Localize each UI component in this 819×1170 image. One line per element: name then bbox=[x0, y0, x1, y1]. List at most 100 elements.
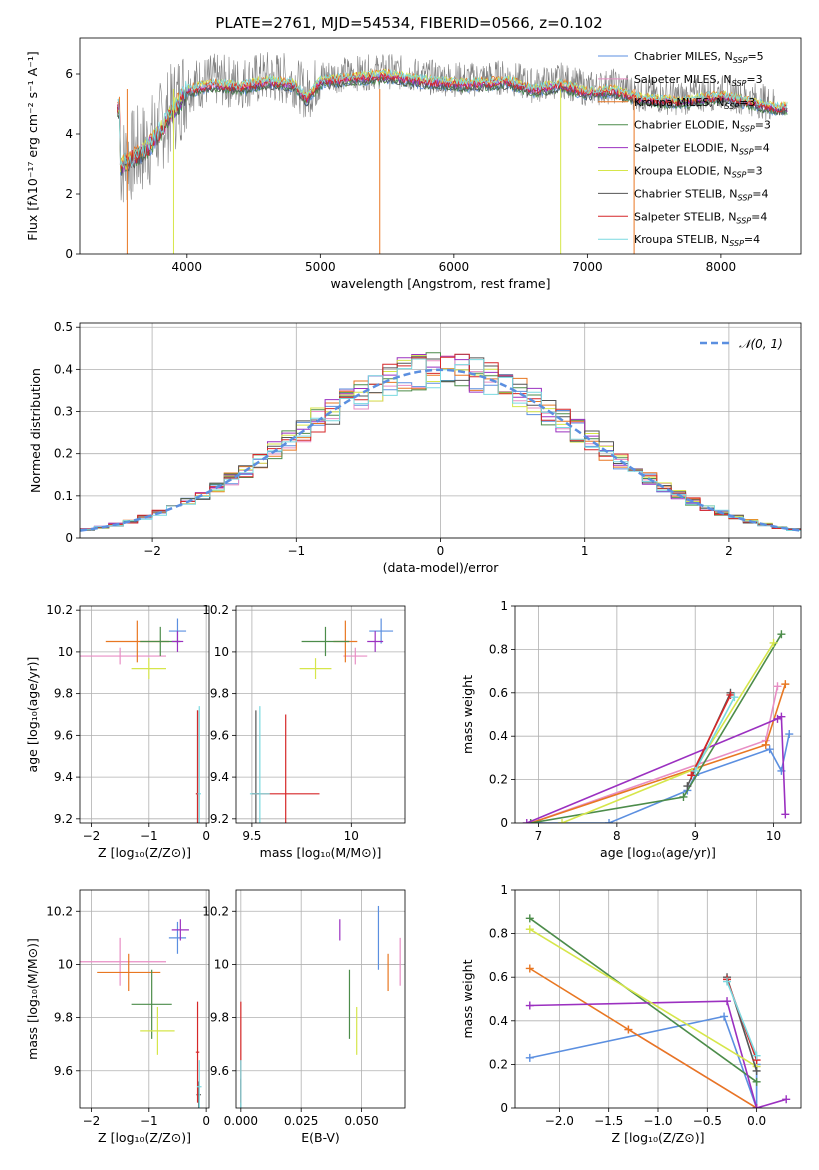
legend-label-sub: SSP bbox=[739, 148, 754, 157]
legend-label-eq: =3 bbox=[755, 119, 771, 132]
y-tick-label: 0 bbox=[500, 816, 508, 830]
weight-series bbox=[529, 1000, 787, 1108]
x-tick-label: 0 bbox=[202, 829, 210, 843]
weight-marker bbox=[730, 693, 739, 702]
legend-label: 𝒩(0, 1) bbox=[739, 337, 783, 351]
weight-marker bbox=[765, 745, 774, 754]
legend-label-sub: SSP bbox=[724, 102, 739, 111]
chart-spectrum: 4000 5000 6000 7000 8000 0 2 4 6 PLATE=2761, MJD=… bbox=[25, 14, 802, 291]
weight-marker bbox=[687, 771, 696, 780]
axes-frame bbox=[79, 37, 802, 255]
legend-label: Salpeter STELIB, NSSP=4 bbox=[634, 210, 767, 225]
weight-marker bbox=[777, 712, 786, 721]
y-axis-label: mass weight bbox=[460, 675, 475, 754]
y-axis-label: mass [log₁₀(M/M⊙)] bbox=[25, 938, 40, 1060]
legend-label-text: Kroupa ELODIE, N bbox=[634, 165, 732, 178]
y-tick-label: 4 bbox=[65, 127, 73, 141]
x-tick-label: 4000 bbox=[172, 260, 203, 274]
weight-marker bbox=[624, 1025, 633, 1034]
weight-marker bbox=[723, 997, 732, 1006]
legend-label: Chabrier ELODIE, NSSP=3 bbox=[634, 119, 771, 134]
y-tick-label: 9.6 bbox=[210, 728, 229, 742]
legend-label: Salpeter ELODIE, NSSP=4 bbox=[634, 142, 770, 157]
y-tick-label: 10 bbox=[214, 645, 229, 659]
x-tick-label: 10 bbox=[766, 829, 781, 843]
weight-marker bbox=[522, 819, 531, 823]
y-tick-label: 10.2 bbox=[46, 904, 73, 918]
plot-area bbox=[522, 630, 794, 823]
weight-marker bbox=[525, 925, 534, 934]
weight-series bbox=[694, 696, 736, 772]
legend-label-text: Chabrier STELIB, N bbox=[634, 187, 738, 200]
y-tick-label: 0.2 bbox=[489, 773, 508, 787]
weight-series bbox=[526, 715, 787, 823]
legend-label-sub: SSP bbox=[732, 171, 747, 180]
normal-curve bbox=[80, 368, 801, 532]
legend-label-eq: =4 bbox=[752, 187, 768, 200]
y-tick-label: 9.6 bbox=[210, 1064, 229, 1078]
weight-marker bbox=[752, 1066, 761, 1075]
legend-label-text: Salpeter STELIB, N bbox=[634, 210, 736, 223]
y-tick-label: 0.2 bbox=[489, 1057, 508, 1071]
axes-frame bbox=[79, 605, 210, 824]
x-tick-label: 7000 bbox=[572, 260, 603, 274]
axes-frame bbox=[235, 889, 406, 1109]
plot-area bbox=[80, 919, 202, 1108]
legend-label-text: Chabrier ELODIE, N bbox=[634, 119, 740, 132]
y-tick-label: 0.8 bbox=[489, 642, 508, 656]
weight-marker bbox=[781, 680, 790, 689]
x-axis-label: (data-model)/error bbox=[383, 560, 500, 575]
chart-title: PLATE=2761, MJD=54534, FIBERID=0566, z=0… bbox=[215, 14, 602, 32]
plot-area bbox=[80, 618, 201, 823]
y-tick-label: 0.3 bbox=[54, 405, 73, 419]
plot-area bbox=[240, 905, 401, 1108]
x-tick-label: 0.025 bbox=[284, 1114, 318, 1128]
y-tick-label: 9.6 bbox=[54, 1064, 73, 1078]
y-tick-label: 9.8 bbox=[210, 1011, 229, 1025]
model-spectrum-line bbox=[117, 69, 788, 169]
x-tick-label: 1 bbox=[581, 544, 589, 558]
weight-marker bbox=[525, 914, 534, 923]
x-tick-label: 0.0 bbox=[747, 1114, 766, 1128]
legend-label-sub: SSP bbox=[733, 56, 748, 65]
x-tick-label: 8 bbox=[613, 829, 621, 843]
x-tick-label: −2 bbox=[83, 1114, 101, 1128]
y-axis-label: Flux [fλ10⁻¹⁷ erg cm⁻² s⁻¹ A⁻¹] bbox=[25, 51, 40, 240]
y-tick-label: 0.1 bbox=[54, 489, 73, 503]
chart-mass_vs_age: 9.5 10 9.2 9.4 9.6 9.8 10 10.2 mass [log₁₀(M/M⊙)… bbox=[202, 603, 406, 860]
y-tick-label: 6 bbox=[65, 67, 73, 81]
y-tick-label: 10 bbox=[58, 957, 73, 971]
x-tick-label: 5000 bbox=[305, 260, 336, 274]
legend-label: Chabrier STELIB, NSSP=4 bbox=[634, 187, 768, 202]
x-tick-label: −2.0 bbox=[545, 1114, 574, 1128]
x-tick-label: 0 bbox=[437, 544, 445, 558]
weight-marker bbox=[752, 1077, 761, 1086]
legend-label-eq: =3 bbox=[746, 165, 762, 178]
axes-frame bbox=[514, 889, 802, 1109]
weight-marker bbox=[781, 810, 790, 819]
y-tick-label: 2 bbox=[65, 187, 73, 201]
x-tick-label: 9.5 bbox=[242, 829, 261, 843]
weight-series bbox=[690, 694, 732, 776]
y-tick-label: 0.2 bbox=[54, 447, 73, 461]
x-axis-label: Z [log₁₀(Z/Z⊙)] bbox=[98, 1130, 191, 1145]
legend-label-text: Kroupa STELIB, N bbox=[634, 233, 729, 246]
weight-marker bbox=[679, 792, 688, 801]
weight-series bbox=[529, 1015, 758, 1108]
legend-label-eq: =4 bbox=[744, 233, 760, 246]
legend-label-text: Kroupa MILES, N bbox=[634, 96, 724, 109]
x-tick-label: −1.0 bbox=[643, 1114, 672, 1128]
legend-label: Chabrier MILES, NSSP=5 bbox=[634, 50, 764, 65]
x-tick-label: −1 bbox=[140, 829, 158, 843]
y-tick-label: 9.2 bbox=[210, 812, 229, 826]
legend-label: Kroupa ELODIE, NSSP=3 bbox=[634, 165, 763, 180]
axes-frame bbox=[79, 322, 802, 539]
y-tick-label: 0.6 bbox=[489, 686, 508, 700]
weight-series bbox=[529, 967, 758, 1108]
legend-label-eq: =4 bbox=[751, 210, 767, 223]
legend-label-sub: SSP bbox=[732, 79, 747, 88]
weight-marker bbox=[785, 730, 794, 739]
weight-marker bbox=[525, 964, 534, 973]
y-tick-label: 0.4 bbox=[54, 362, 73, 376]
